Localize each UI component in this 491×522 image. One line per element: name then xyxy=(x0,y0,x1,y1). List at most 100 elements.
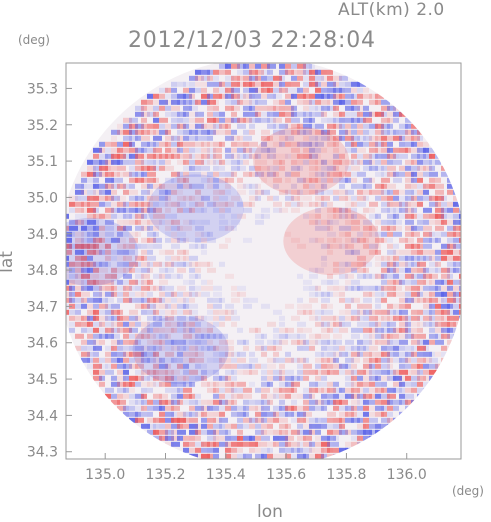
radar-cell xyxy=(344,411,354,417)
radar-cell xyxy=(92,369,99,375)
radar-cell xyxy=(374,285,384,291)
radar-cell xyxy=(206,297,213,303)
radar-cell xyxy=(128,231,138,237)
radar-cell xyxy=(452,231,461,237)
radar-cell xyxy=(158,417,165,423)
radar-cell xyxy=(158,423,165,429)
radar-cell xyxy=(350,225,360,231)
radar-cell xyxy=(194,141,204,147)
radar-cell xyxy=(338,327,348,333)
radar-cell xyxy=(368,129,375,135)
radar-cell xyxy=(146,309,156,315)
radar-cell xyxy=(332,363,342,369)
radar-cell xyxy=(74,333,84,339)
radar-cell xyxy=(428,369,438,375)
radar-cell xyxy=(176,225,183,231)
radar-cell xyxy=(465,244,474,249)
radar-cell xyxy=(260,387,270,393)
radar-cell xyxy=(434,237,441,243)
radar-cell xyxy=(458,207,461,213)
radar-cell xyxy=(74,297,84,303)
radar-cell xyxy=(356,399,366,405)
radar-cell xyxy=(236,381,246,387)
radar-cell xyxy=(242,393,252,399)
radar-cell xyxy=(344,237,354,243)
radar-cell xyxy=(284,333,291,339)
radar-cell xyxy=(98,291,105,297)
radar-cell xyxy=(386,357,393,363)
radar-cell xyxy=(338,177,348,183)
radar-cell xyxy=(428,201,438,207)
radar-cell xyxy=(176,303,186,309)
radar-cell xyxy=(224,123,231,129)
radar-cell xyxy=(224,351,234,357)
radar-cell xyxy=(230,129,237,135)
radar-cell xyxy=(272,345,282,351)
radar-cell xyxy=(398,171,405,177)
radar-cell xyxy=(272,171,279,177)
radar-cell xyxy=(440,255,447,261)
radar-cell xyxy=(182,117,189,123)
radar-cell xyxy=(362,351,372,357)
radar-cell xyxy=(380,357,390,363)
radar-cell xyxy=(416,171,423,177)
radar-cell xyxy=(278,411,288,417)
radar-cell xyxy=(254,417,264,423)
radar-cell xyxy=(410,327,417,333)
radar-cell xyxy=(116,165,126,171)
radar-cell xyxy=(272,393,279,399)
radar-cell xyxy=(362,261,372,267)
radar-cell xyxy=(344,273,354,279)
radar-cell xyxy=(404,141,414,147)
radar-cell xyxy=(380,195,387,201)
radar-cell xyxy=(200,195,210,201)
radar-cell xyxy=(182,321,189,327)
radar-cell xyxy=(224,207,231,213)
radar-cell xyxy=(206,75,213,81)
radar-cell xyxy=(152,315,162,321)
radar-cell xyxy=(164,309,174,315)
radar-cell xyxy=(392,159,402,165)
radar-cell xyxy=(230,291,240,297)
radar-cell xyxy=(398,153,408,159)
radar-cell xyxy=(308,333,315,339)
radar-cell xyxy=(236,447,243,453)
radar-cell xyxy=(164,261,174,267)
radar-cell xyxy=(98,237,105,243)
radar-cell xyxy=(236,291,246,297)
radar-cell xyxy=(122,255,132,261)
radar-cell xyxy=(416,135,423,141)
radar-cell xyxy=(344,393,354,399)
radar-cell xyxy=(374,129,384,135)
radar-cell xyxy=(356,111,363,117)
radar-cell xyxy=(296,153,303,159)
radar-cell xyxy=(212,165,219,171)
radar-cell xyxy=(104,285,114,291)
radar-cell xyxy=(206,81,213,87)
radar-cell xyxy=(140,183,150,189)
radar-cell xyxy=(224,363,231,369)
radar-cell xyxy=(422,345,429,351)
radar-cell xyxy=(320,399,330,405)
radar-cell xyxy=(140,123,147,129)
radar-cell xyxy=(92,177,99,183)
radar-cell xyxy=(242,171,252,177)
radar-cell xyxy=(410,189,417,195)
radar-cell xyxy=(116,255,126,261)
radar-cell xyxy=(122,351,132,357)
radar-cell xyxy=(440,231,447,237)
radar-cell xyxy=(116,387,126,393)
radar-cell xyxy=(296,393,303,399)
radar-cell xyxy=(314,207,321,213)
radar-cell xyxy=(446,285,453,291)
radar-cell xyxy=(338,207,348,213)
radar-cell xyxy=(170,111,180,117)
radar-cell xyxy=(146,243,153,249)
radar-cell xyxy=(134,321,141,327)
radar-cell xyxy=(422,249,429,255)
radar-cell xyxy=(428,297,438,303)
radar-cell xyxy=(314,153,321,159)
radar-cell xyxy=(158,249,165,255)
radar-cell xyxy=(428,159,435,165)
radar-cell xyxy=(104,393,111,399)
